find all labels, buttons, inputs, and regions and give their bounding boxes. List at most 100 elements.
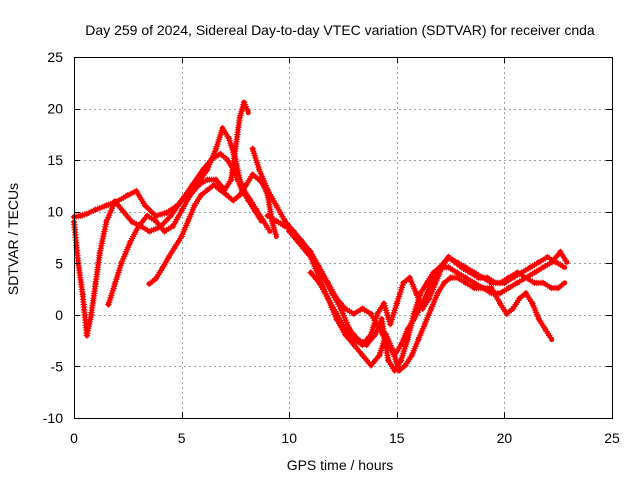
data-point [256, 166, 262, 172]
data-point [504, 311, 510, 317]
data-point [230, 197, 236, 203]
data-point [428, 306, 434, 312]
data-point [359, 342, 365, 348]
data-point [209, 156, 215, 162]
data-point [532, 270, 537, 276]
data-point [484, 275, 490, 281]
data-point [368, 362, 374, 368]
series-track-7 [286, 228, 555, 374]
data-point [562, 264, 568, 270]
data-point [527, 264, 533, 270]
data-point [258, 218, 264, 224]
data-point [170, 223, 176, 229]
data-point [385, 357, 391, 363]
data-point [303, 249, 309, 255]
data-point [245, 110, 251, 116]
data-point [555, 285, 561, 291]
data-point [286, 228, 292, 234]
data-point [159, 265, 165, 271]
data-point [564, 259, 570, 265]
data-point [510, 275, 516, 281]
x-axis-label: GPS time / hours [287, 457, 394, 473]
y-tick-label: 25 [47, 49, 63, 65]
data-point [501, 280, 507, 286]
series-track-3 [105, 99, 251, 308]
data-point [381, 301, 387, 306]
data-point [84, 211, 90, 217]
data-point [250, 172, 256, 178]
data-point [273, 203, 279, 208]
data-point [351, 342, 357, 348]
y-tick-label: -10 [43, 410, 63, 426]
data-point [426, 295, 432, 301]
data-point [536, 316, 542, 322]
data-point [452, 259, 458, 265]
data-point [237, 115, 243, 121]
x-tick-label: 20 [497, 430, 513, 446]
data-point [424, 280, 430, 286]
data-point [282, 223, 288, 229]
data-point [523, 290, 529, 296]
data-point [112, 281, 118, 287]
data-point [200, 166, 206, 172]
data-point [237, 192, 243, 198]
data-point [153, 218, 159, 224]
data-point [146, 228, 152, 234]
data-point [226, 136, 232, 141]
data-point [540, 264, 546, 270]
data-point [536, 259, 542, 265]
data-point [415, 337, 421, 343]
data-point [489, 285, 494, 291]
data-point [463, 275, 469, 281]
data-point [241, 99, 247, 105]
data-point [224, 156, 230, 162]
x-tick-label: 0 [70, 430, 78, 446]
data-point [232, 146, 238, 152]
data-point [161, 228, 167, 234]
data-point [179, 208, 185, 214]
data-point [445, 254, 451, 260]
data-point [217, 187, 223, 193]
data-point [179, 197, 185, 203]
data-point [189, 182, 195, 188]
data-point [105, 302, 111, 307]
data-point [133, 188, 139, 194]
data-point [379, 316, 385, 322]
data-point [308, 270, 314, 276]
data-point [204, 177, 210, 183]
x-tick-label: 10 [281, 430, 297, 446]
tick-labels: 0 5 10 15 20 25 -10 -5 0 5 10 15 20 25 [43, 49, 620, 446]
data-point [562, 280, 568, 286]
data-point [377, 352, 383, 358]
data-point [413, 290, 419, 296]
y-tick-label: 20 [47, 101, 63, 117]
data-point [217, 151, 223, 157]
data-point [245, 197, 251, 203]
data-point [282, 218, 288, 224]
data-point [103, 219, 109, 225]
data-point [321, 275, 327, 281]
chart-title: Day 259 of 2024, Sidereal Day-to-day VTE… [85, 22, 595, 38]
data-point [368, 311, 374, 317]
data-point [265, 187, 271, 193]
data-point [118, 260, 124, 266]
data-point [93, 207, 98, 213]
data-point [454, 275, 460, 281]
data-point [243, 182, 249, 188]
y-tick-label: 5 [55, 255, 63, 271]
data-point [402, 362, 408, 368]
data-point [368, 332, 374, 337]
data-point [405, 337, 411, 343]
data-point [394, 301, 400, 306]
x-tick-label: 25 [604, 430, 620, 446]
series-track-4 [146, 171, 279, 288]
data-point [351, 311, 357, 317]
data-point [523, 275, 529, 281]
data-point [166, 254, 172, 260]
data-point [136, 223, 142, 229]
data-point [463, 280, 469, 286]
data-point [334, 311, 339, 317]
data-point [204, 187, 210, 193]
data-point [392, 368, 398, 374]
